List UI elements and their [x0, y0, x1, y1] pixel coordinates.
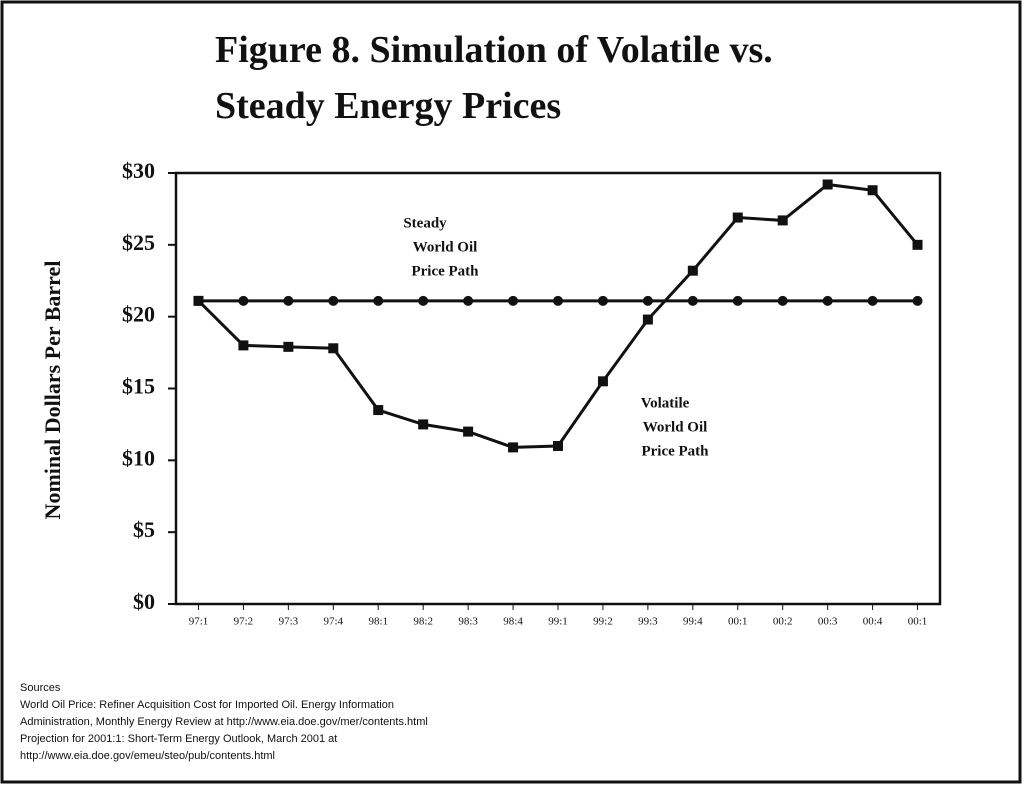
x-tick-label: 97:4 — [324, 616, 344, 628]
source-line: Sources — [20, 682, 61, 694]
marker — [687, 265, 698, 276]
marker — [283, 341, 294, 352]
x-tick-label: 00:4 — [863, 616, 883, 628]
x-tick-label: 99:1 — [548, 616, 568, 628]
series-line — [197, 182, 919, 449]
x-tick-label: 00:1 — [908, 616, 928, 628]
source-line: http://www.eia.doe.gov/emeu/steo/pub/con… — [20, 750, 275, 762]
marker — [328, 343, 339, 354]
source-line: Administration, Monthly Energy Review at… — [20, 716, 428, 728]
x-tick-label: 97:3 — [279, 616, 299, 628]
marker — [732, 295, 743, 306]
y-tick-label: $10 — [122, 445, 155, 470]
x-tick-label: 97:2 — [234, 616, 254, 628]
marker — [553, 440, 563, 451]
marker — [283, 295, 294, 306]
marker — [642, 295, 653, 306]
marker — [597, 376, 608, 387]
x-tick-label: 00:3 — [818, 616, 838, 628]
marker — [912, 239, 923, 250]
source-line: Projection for 2001:1: Short-Term Energy… — [20, 733, 337, 745]
marker — [822, 295, 833, 306]
x-tick-label: 99:2 — [593, 616, 613, 628]
marker — [642, 314, 653, 325]
marker — [553, 295, 563, 306]
marker — [193, 295, 204, 306]
x-tick-label: 99:4 — [683, 616, 703, 628]
y-tick-label: $0 — [133, 589, 155, 614]
annotation: World Oil — [413, 239, 478, 255]
annotation: World Oil — [643, 419, 708, 435]
x-tick-label: 98:4 — [503, 616, 523, 628]
marker — [822, 179, 833, 190]
marker — [373, 405, 384, 416]
marker — [328, 295, 339, 306]
x-tick-label: 00:2 — [773, 616, 793, 628]
annotation: Volatile — [641, 395, 690, 411]
marker — [687, 295, 698, 306]
source-line: World Oil Price: Refiner Acquisition Cos… — [20, 699, 394, 711]
marker — [238, 340, 249, 351]
y-tick-label: $30 — [122, 158, 155, 183]
marker — [867, 185, 878, 196]
y-tick-label: $5 — [133, 517, 155, 542]
marker — [597, 295, 608, 306]
marker — [867, 295, 878, 306]
marker — [418, 419, 429, 430]
x-tick-label: 00:1 — [728, 616, 748, 628]
annotation: Price Path — [641, 443, 709, 459]
x-tick-label: 98:3 — [458, 616, 478, 628]
marker — [463, 426, 474, 437]
marker — [732, 212, 743, 223]
y-axis-label: Nominal Dollars Per Barrel — [40, 261, 65, 520]
x-tick-label: 98:1 — [368, 616, 388, 628]
y-tick-label: $20 — [122, 302, 155, 327]
x-tick-label: 99:3 — [638, 616, 658, 628]
marker — [373, 295, 384, 306]
marker — [777, 215, 788, 226]
plot-frame — [174, 171, 942, 606]
annotation: Price Path — [411, 263, 479, 279]
x-tick-label: 97:1 — [189, 616, 209, 628]
x-tick-label: 98:2 — [413, 616, 433, 628]
chart-title: Steady Energy Prices — [215, 85, 561, 127]
y-tick-label: $15 — [122, 374, 155, 399]
marker — [463, 295, 474, 306]
marker — [912, 295, 923, 306]
marker — [508, 295, 519, 306]
marker — [238, 295, 249, 306]
marker — [777, 295, 788, 306]
marker — [508, 442, 519, 453]
chart-title: Figure 8. Simulation of Volatile vs. — [215, 29, 773, 71]
marker — [418, 295, 429, 306]
y-tick-label: $25 — [122, 230, 155, 255]
annotation: Steady — [403, 215, 447, 231]
